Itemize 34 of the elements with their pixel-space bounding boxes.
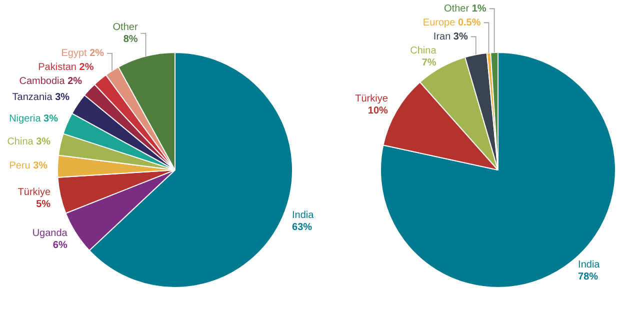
- slice-label: China: [7, 136, 36, 148]
- slice-label: Egypt: [61, 48, 90, 60]
- slice-label: Nigeria: [9, 113, 44, 124]
- slice-label: India: [292, 210, 314, 222]
- data-label: 3%: [453, 31, 468, 42]
- data-label: 78%: [578, 272, 598, 283]
- slice-label: Other: [112, 22, 138, 34]
- slice-label: Tanzania: [12, 92, 56, 103]
- data-label: 2%: [68, 76, 82, 88]
- data-label: 0.5%: [458, 17, 481, 28]
- slice-label: Cambodia: [19, 76, 68, 88]
- data-label: 3%: [33, 160, 48, 172]
- data-label: 2%: [79, 62, 94, 74]
- slice-label: Other: [444, 3, 472, 14]
- data-label: 1%: [472, 3, 486, 14]
- data-label: 7%: [422, 57, 436, 68]
- slice-label: Europe: [422, 17, 458, 28]
- data-label: 6%: [52, 240, 68, 252]
- slice-label: Uganda: [32, 228, 68, 240]
- data-label: 8%: [123, 34, 138, 46]
- data-label: 10%: [368, 105, 388, 116]
- data-label: 63%: [292, 222, 312, 234]
- data-label: 3%: [55, 92, 70, 103]
- slice-label: Türkiye: [18, 187, 51, 198]
- slice-label: China: [410, 45, 437, 56]
- slice-label: India: [578, 260, 600, 271]
- slice-label: Pakistan: [38, 62, 80, 74]
- data-label: 3%: [44, 113, 58, 124]
- data-label: 5%: [36, 199, 51, 210]
- data-label: 2%: [90, 48, 104, 60]
- slice-label: Peru: [9, 160, 34, 172]
- slice-label: Iran: [433, 31, 454, 42]
- slice-label: Türkiye: [355, 93, 388, 104]
- data-label: 3%: [36, 136, 51, 148]
